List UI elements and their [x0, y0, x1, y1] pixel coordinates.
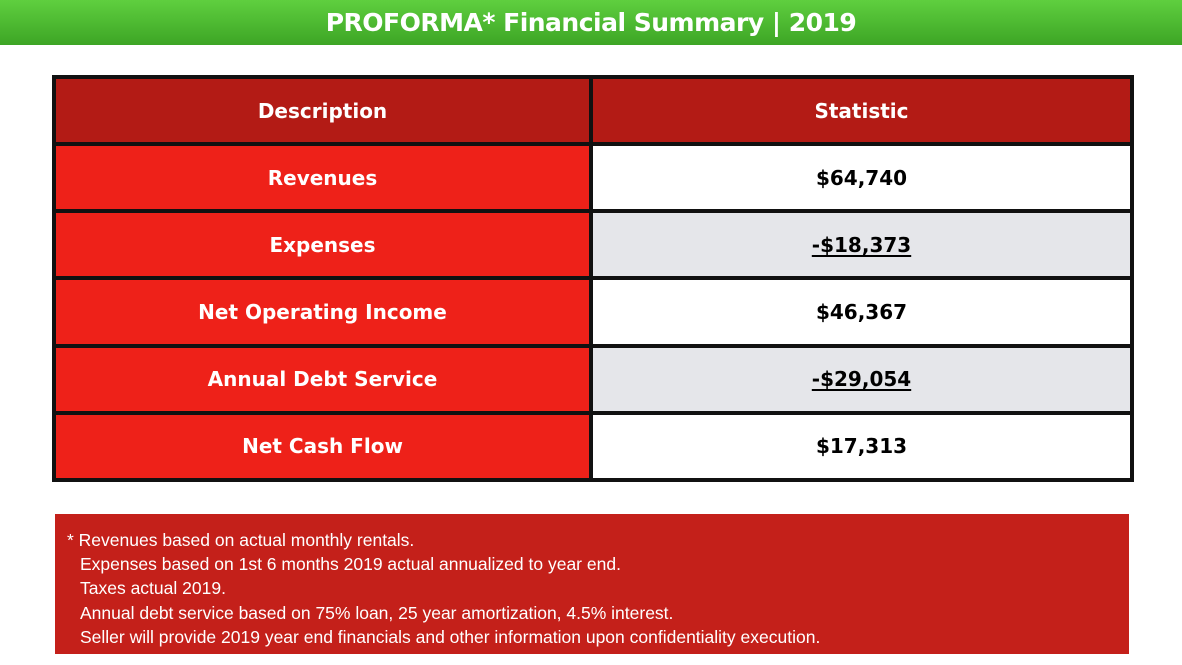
row-label: Annual Debt Service [52, 343, 593, 415]
table-row-net-operating-income: Net Operating Income $46,367 [52, 276, 1134, 348]
footnote-line: Annual debt service based on 75% loan, 2… [80, 602, 674, 623]
page-title: PROFORMA* Financial Summary | 2019 [325, 8, 857, 37]
footnote-line: * Revenues based on actual monthly renta… [67, 530, 415, 550]
row-value-text: -$18,373 [811, 232, 912, 257]
footnote-line: Expenses based on 1st 6 months 2019 actu… [80, 554, 621, 575]
row-value: -$18,373 [589, 209, 1134, 281]
column-header-description: Description [52, 75, 593, 146]
table-row-expenses: Expenses -$18,373 [52, 209, 1134, 281]
footnote-line: Taxes actual 2019. [80, 578, 226, 599]
row-label: Expenses [52, 209, 593, 281]
row-value-text: $64,740 [815, 165, 908, 190]
footnotes-box: * Revenues based on actual monthly renta… [55, 514, 1129, 654]
row-value: $46,367 [589, 276, 1134, 348]
row-value: -$29,054 [589, 343, 1134, 415]
title-banner: PROFORMA* Financial Summary | 2019 [0, 0, 1182, 45]
table-header-row: Description Statistic [52, 75, 1134, 146]
row-value-text: -$29,054 [811, 367, 912, 392]
row-value-text: $46,367 [815, 299, 908, 324]
financial-summary-table: Description Statistic Revenues $64,740 E… [52, 75, 1134, 483]
row-value-text: $17,313 [815, 434, 908, 459]
row-label: Net Operating Income [52, 276, 593, 348]
footnote-line: Seller will provide 2019 year end financ… [80, 626, 821, 647]
row-value: $17,313 [589, 410, 1134, 483]
table-row-net-cash-flow: Net Cash Flow $17,313 [52, 410, 1134, 483]
column-header-statistic: Statistic [589, 75, 1134, 146]
table-row-revenues: Revenues $64,740 [52, 141, 1134, 214]
row-label: Net Cash Flow [52, 410, 593, 483]
row-label: Revenues [52, 141, 593, 214]
row-value: $64,740 [589, 141, 1134, 214]
table-row-annual-debt-service: Annual Debt Service -$29,054 [52, 343, 1134, 415]
